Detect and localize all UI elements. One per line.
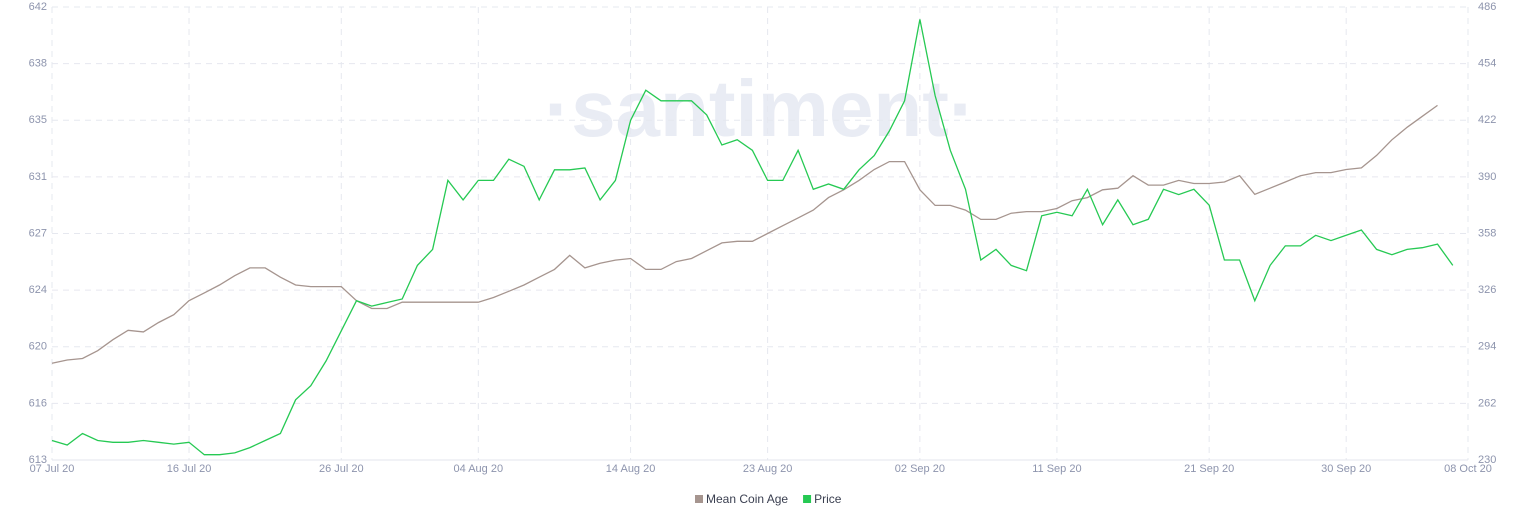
- y2-tick-label: 422: [1478, 114, 1496, 126]
- x-tick-label: 21 Sep 20: [1184, 463, 1234, 475]
- x-tick-label: 02 Sep 20: [895, 463, 945, 475]
- y-tick-label: 642: [29, 1, 47, 13]
- y-tick-label: 638: [29, 58, 47, 70]
- y2-tick-label: 326: [1478, 284, 1496, 296]
- x-tick-label: 07 Jul 20: [30, 463, 75, 475]
- x-tick-label: 08 Oct 20: [1444, 463, 1492, 475]
- y2-tick-label: 294: [1478, 341, 1496, 353]
- x-tick-label: 16 Jul 20: [167, 463, 212, 475]
- y2-tick-label: 390: [1478, 171, 1496, 183]
- watermark: ·santiment·: [544, 64, 975, 153]
- legend-label: Price: [814, 492, 842, 506]
- x-tick-label: 30 Sep 20: [1321, 463, 1371, 475]
- y-tick-label: 627: [29, 227, 47, 239]
- x-tick-label: 11 Sep 20: [1032, 463, 1081, 475]
- y2-tick-label: 230: [1478, 454, 1496, 466]
- y2-tick-label: 454: [1478, 58, 1496, 70]
- legend: Mean Coin Age Price: [695, 492, 842, 506]
- series-line: [51, 104, 1438, 364]
- y-tick-label: 624: [29, 284, 47, 296]
- legend-label: Mean Coin Age: [706, 492, 788, 506]
- y2-tick-label: 262: [1478, 397, 1496, 409]
- y2-tick-label: 358: [1478, 227, 1496, 239]
- x-tick-label: 04 Aug 20: [454, 463, 504, 475]
- x-tick-label: 23 Aug 20: [743, 463, 793, 475]
- y-tick-label: 613: [29, 454, 47, 466]
- y-tick-label: 635: [29, 114, 47, 126]
- legend-swatch: [803, 495, 812, 503]
- y-tick-label: 631: [29, 171, 47, 183]
- series-line: [51, 19, 1454, 456]
- legend-swatch: [695, 495, 703, 503]
- y-tick-label: 616: [29, 397, 47, 409]
- x-tick-label: 26 Jul 20: [319, 463, 364, 475]
- x-tick-label: 14 Aug 20: [606, 463, 656, 475]
- y2-tick-label: 486: [1478, 1, 1496, 13]
- y-tick-label: 620: [29, 341, 47, 353]
